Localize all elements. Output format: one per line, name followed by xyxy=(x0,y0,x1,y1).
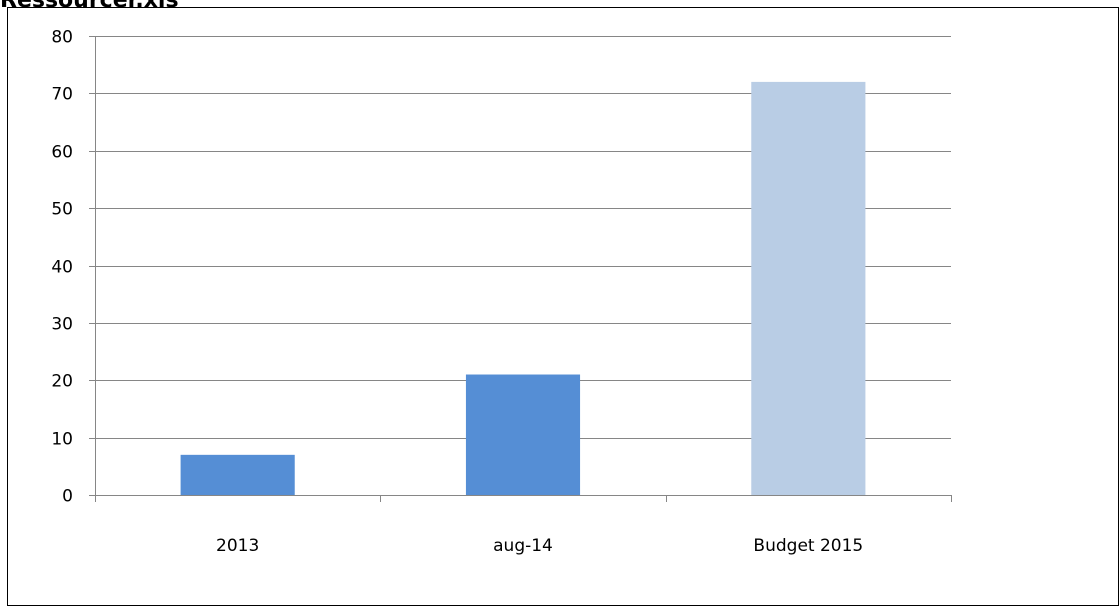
bar-1 xyxy=(465,374,581,495)
bar-chart: 0 10 20 30 40 50 60 70 80 2013 aug-14 Budget 2015 xyxy=(51,28,952,557)
tick-labels: 0 10 20 30 40 50 60 70 80 2013 aug-14 Budget 2015 xyxy=(51,28,863,557)
y-tick-label-80: 80 xyxy=(51,28,73,48)
y-tick-label-0: 0 xyxy=(62,487,73,507)
axes xyxy=(89,36,952,502)
y-tick-label-30: 30 xyxy=(51,315,73,335)
y-tick-label-20: 20 xyxy=(51,372,73,392)
y-tick-label-60: 60 xyxy=(51,143,73,163)
y-tick-label-40: 40 xyxy=(51,258,73,278)
y-tick-label-10: 10 xyxy=(51,430,73,450)
x-tick-label-1: aug-14 xyxy=(493,536,553,556)
bars xyxy=(180,81,866,496)
chart-frame: 0 10 20 30 40 50 60 70 80 2013 aug-14 Budget 2015 xyxy=(7,7,1119,606)
x-tick-label-0: 2013 xyxy=(216,536,259,556)
y-tick-label-50: 50 xyxy=(51,200,73,220)
bar-2 xyxy=(751,81,866,496)
bar-0 xyxy=(180,454,295,495)
x-tick-label-2: Budget 2015 xyxy=(753,536,863,556)
y-tick-label-70: 70 xyxy=(51,85,73,105)
